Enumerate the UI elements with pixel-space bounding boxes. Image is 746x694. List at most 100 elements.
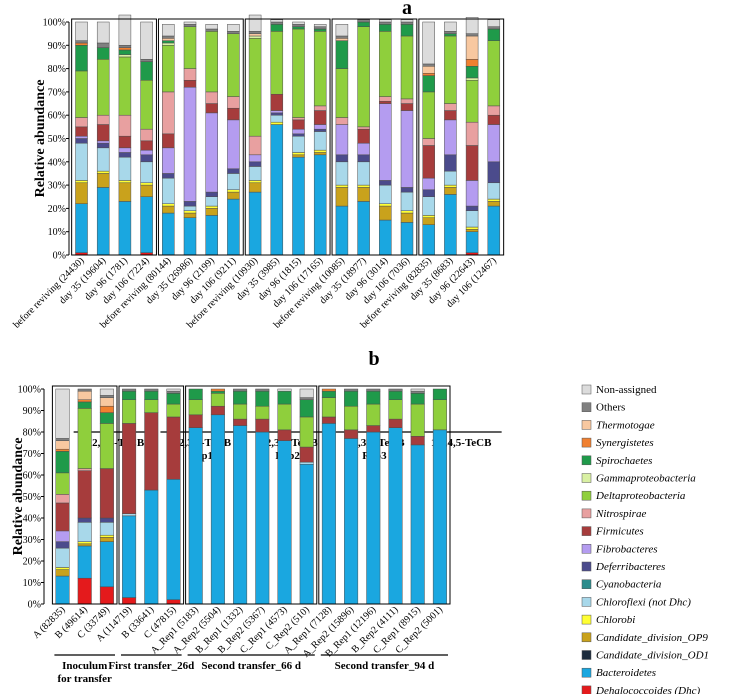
bar-segment-bacteroidetes [210, 414, 225, 605]
bar-segment-deltaproteobacteria [183, 26, 197, 69]
bar-segment-spirochaetes [344, 390, 359, 407]
bar-segment-thermotogae [248, 33, 262, 37]
legend-swatch-deferribacteres [581, 561, 592, 572]
bar-segment-chloroflexi-not-dhc [465, 210, 479, 228]
y-tick-label: 0% [53, 251, 66, 262]
bar-segment-deltaproteobacteria [227, 33, 240, 97]
legend-swatch-deltaproteobacteria [581, 490, 592, 501]
bar-segment-spirochaetes [379, 24, 392, 32]
legend-label-chlorobi: Chlorobi [596, 614, 635, 626]
bar-segment-others [444, 31, 457, 34]
bar-segment-bacteroidetes [96, 187, 110, 256]
legend-label-thermotogae: Thermotogae [596, 419, 655, 431]
group-box [244, 18, 331, 256]
bar-segment-bacteroidetes [366, 431, 381, 605]
bar-segment-spirochaetes [188, 388, 203, 400]
bar-segment-deferribacteres [313, 128, 327, 132]
bar-segment-bacteroidetes [277, 440, 292, 605]
bar-segment-fibrobacteres [227, 119, 240, 170]
bar-segment-deferribacteres [444, 154, 457, 172]
bar-segment-chloroflexi-not-dhc [99, 522, 114, 536]
bar-segment-fibrobacteres [183, 86, 197, 202]
bar-segment-chlorobi [270, 121, 284, 125]
bar-segment-chloroflexi-not-dhc [75, 142, 88, 181]
bar-segment-deferribacteres [77, 517, 92, 523]
bar-segment-fibrobacteres [379, 103, 392, 181]
bar-segment-bacteroidetes [188, 427, 203, 605]
bar-segment-others [388, 388, 403, 392]
bar-segment-firmicutes [183, 80, 197, 88]
bar-segment-spirochaetes [366, 390, 381, 405]
legend-label-deferribacteres: Deferribacteres [595, 561, 665, 573]
bar-segment-firmicutes [75, 126, 88, 137]
bar-segment-non-assigned [75, 21, 88, 41]
bar-segment-bacteroidetes [444, 194, 457, 256]
bar-segment-chlorobi [248, 180, 262, 184]
legend-swatch-dehalococcoides-dhc [581, 685, 592, 694]
bar-segment-chlorobi [96, 170, 110, 174]
legend-label-bacteroidetes: Bacteroidetes [596, 667, 656, 679]
bar-segment-chlorobi [227, 189, 240, 193]
panel-a-label: a [402, 0, 412, 19]
bar-segment-deltaproteobacteria [388, 399, 403, 420]
bar-segment-bacteroidetes [432, 429, 447, 605]
bar-segment-candidate-division-op9 [292, 154, 305, 158]
y-tick-label: 30% [48, 181, 66, 192]
bar-segment-deferribacteres [162, 173, 175, 179]
bar-segment-nitrospirae [205, 91, 218, 104]
legend-label-candidate-division-op9: Candidate_division_OP9 [596, 632, 708, 644]
bar-segment-others [144, 388, 159, 392]
bar-segment-non-assigned [292, 21, 305, 25]
bar-segment-others [313, 26, 327, 30]
bar-segment-non-assigned [270, 19, 284, 23]
bar-segment-others [55, 438, 70, 441]
bar-segment-deltaproteobacteria [248, 38, 262, 137]
bar-segment-others [162, 35, 175, 39]
bar-segment-bacteroidetes [205, 215, 218, 256]
panel-b-chart: 0% 10% 20% 30% 40% 50% 60% 70% 80% 90% 100% Relativ… [11, 385, 451, 685]
bar-segment-bacteroidetes [144, 489, 159, 605]
group-label: First transfer_26d [108, 660, 194, 672]
bar-segment-spirochaetes [118, 49, 132, 55]
legend-swatch-chlorobi [581, 614, 592, 625]
bar-segment-bacteroidetes [321, 423, 336, 605]
bar-segment-spirochaetes [277, 390, 292, 405]
bar-segment-firmicutes [210, 405, 225, 416]
bar-segment-spirochaetes [210, 390, 225, 394]
bar-segment-nitrospirae [444, 103, 457, 111]
bar-segment-firmicutes [166, 416, 181, 480]
bar-segment-nitrospirae [77, 468, 92, 471]
bar-segment-chloroflexi-not-dhc [299, 461, 314, 465]
bar-segment-nitrospirae [292, 117, 305, 121]
bar-segment-spirochaetes [299, 399, 314, 418]
bar-segment-deltaproteobacteria [205, 31, 218, 93]
legend-swatch-nitrospirae [581, 508, 592, 519]
bar-segment-dehalococcoides-dhc [77, 577, 92, 605]
bar-segment-others [99, 395, 114, 398]
bar-segment-non-assigned [183, 21, 197, 25]
bar-segment-candidate-division-op9 [357, 187, 370, 202]
bar-segment-candidate-division-op9 [422, 217, 435, 225]
legend-label-nitrospirae: Nitrospirae [595, 508, 646, 520]
bar-segment-chlorobi [55, 567, 70, 570]
bar-segment-deferribacteres [205, 191, 218, 197]
bar-segment-deltaproteobacteria [299, 416, 314, 448]
bar-segment-bacteroidetes [465, 231, 479, 253]
bar-segment-non-assigned [140, 21, 153, 60]
bar-segment-firmicutes [270, 93, 284, 111]
bar-segment-candidate-division-op9 [205, 208, 218, 216]
bar-segment-spirochaetes [270, 24, 284, 32]
bar-segment-deltaproteobacteria [292, 28, 305, 118]
bar-segment-non-assigned [277, 388, 292, 392]
bar-segment-firmicutes [465, 145, 479, 181]
bar-segment-firmicutes [366, 425, 381, 433]
bar-segment-chloroflexi-not-dhc [248, 166, 262, 181]
bar-segment-others [379, 21, 392, 25]
bar-segment-candidate-division-op9 [162, 205, 175, 214]
bar-segment-fibrobacteres [465, 180, 479, 207]
y-tick-label: 20% [23, 557, 41, 568]
y-tick-label: 30% [23, 535, 41, 546]
bar-segment-firmicutes [422, 145, 435, 179]
bar-segment-firmicutes [321, 416, 336, 424]
bar-segment-spirochaetes [77, 401, 92, 409]
